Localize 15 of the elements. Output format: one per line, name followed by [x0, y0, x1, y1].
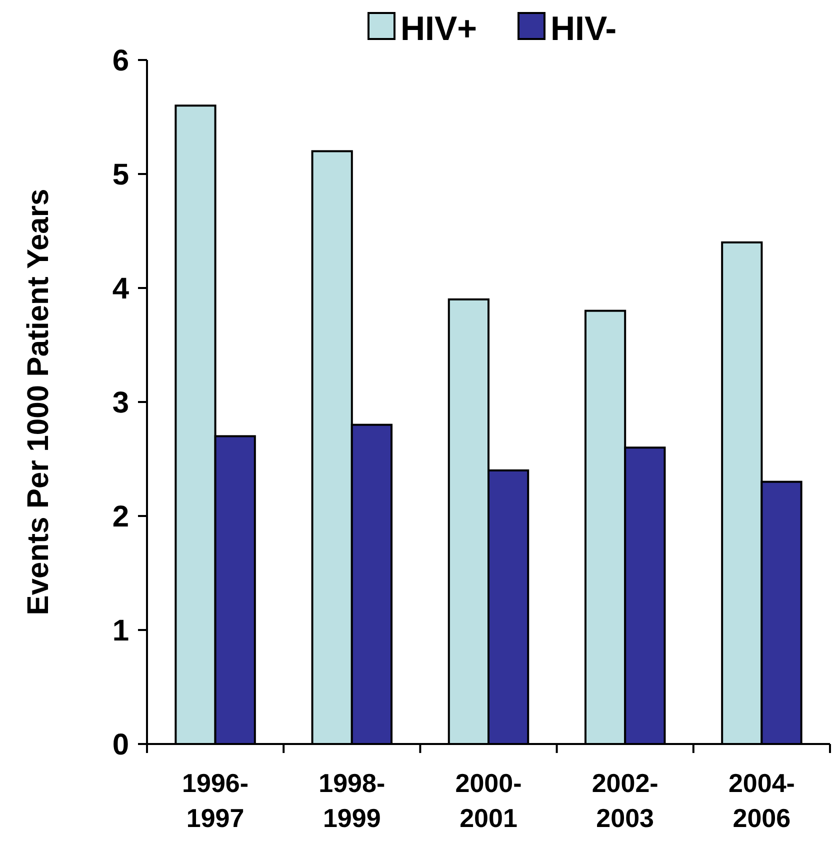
y-tick-label: 3	[112, 386, 129, 420]
x-tick-label: 2004-2006	[728, 768, 795, 833]
y-tick-label: 1	[112, 614, 129, 648]
y-tick-label: 5	[112, 158, 129, 192]
legend-label: HIV-	[550, 10, 617, 48]
y-axis-title: Events Per 1000 Patient Years	[22, 188, 55, 616]
x-tick-label: 2000-2001	[455, 768, 522, 833]
x-tick-label: 2002-2003	[592, 768, 658, 833]
y-tick-label: 2	[112, 500, 129, 534]
y-tick-label: 0	[112, 728, 129, 762]
y-tick-label: 6	[112, 44, 129, 78]
x-tick-label: 1996-1997	[182, 768, 249, 833]
legend-label: HIV+	[400, 10, 478, 48]
x-tick-label: 1998-1999	[318, 768, 386, 833]
y-tick-label: 4	[112, 272, 130, 306]
